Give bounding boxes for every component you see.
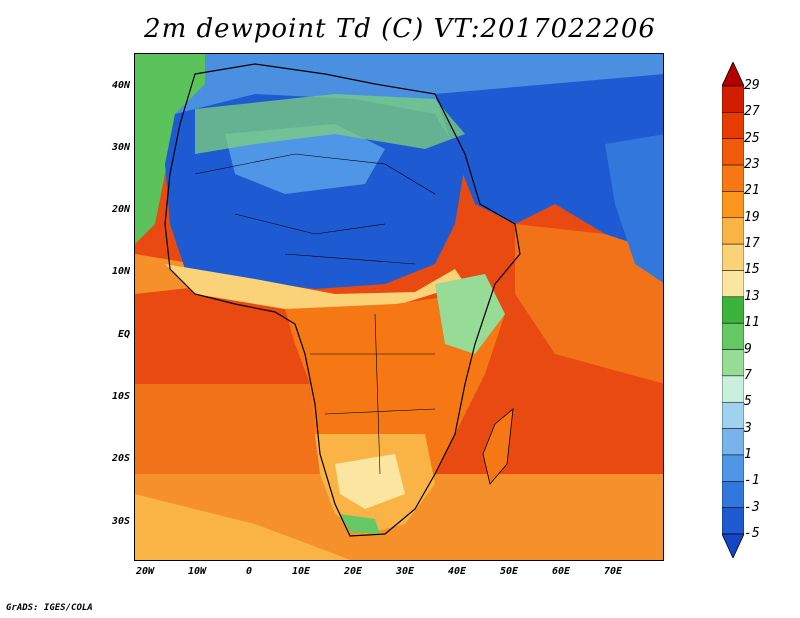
chart-title: 2m dewpoint Td (C) VT:2017022206 [144, 14, 656, 44]
colorbar-bin [722, 112, 744, 139]
kalahari-patch [335, 454, 405, 509]
madagascar [482, 408, 514, 485]
colorbar-bin [722, 481, 744, 508]
dewpoint-map [135, 54, 663, 560]
lat-tick-eq: EQ [117, 329, 130, 340]
colorbar-label: 11 [744, 315, 760, 331]
colorbar-bin [722, 164, 744, 192]
colorbar-bin [722, 85, 744, 113]
lon-tick-10e: 10E [291, 566, 311, 577]
colorbar-label: 15 [744, 262, 760, 278]
footer-credit: GrADS: IGES/COLA [6, 603, 93, 613]
colorbar-label: 19 [744, 209, 760, 225]
colorbar-label: -1 [744, 473, 760, 489]
lon-tick-30e: 30E [395, 566, 415, 577]
india [605, 134, 663, 283]
colorbar-bin [722, 401, 744, 429]
colorbar-label: -5 [744, 526, 760, 541]
lon-tick-70e: 70E [603, 566, 623, 577]
colorbar-bin [722, 191, 744, 219]
lat-tick-20s: 20S [111, 453, 130, 464]
lat-tick-10s: 10S [111, 391, 130, 402]
colorbar-bin [722, 270, 744, 298]
lon-tick-10w: 10W [187, 566, 207, 577]
colorbar-label: -3 [744, 499, 760, 515]
lat-tick-20n: 20N [111, 204, 130, 215]
colorbar-label: 1 [744, 446, 752, 462]
lon-tick-60e: 60E [551, 566, 571, 577]
lon-tick-20e: 20E [343, 566, 363, 577]
lon-tick-50e: 50E [499, 566, 519, 577]
colorbar-bin [722, 322, 744, 350]
colorbar-label: 13 [744, 288, 760, 304]
western-green-coast [135, 54, 205, 244]
colorbar-bin [722, 454, 744, 482]
colorbar-bin [722, 507, 744, 535]
colorbar-bin [722, 243, 744, 271]
colorbar-label: 25 [744, 130, 760, 146]
colorbar-bin [722, 375, 744, 403]
colorbar-label: 23 [744, 157, 760, 173]
lat-tick-10n: 10N [111, 266, 130, 277]
colorbar-label: 9 [744, 341, 752, 357]
lon-tick-20w: 20W [135, 566, 155, 577]
south-africa-green [340, 514, 380, 534]
east-africa-highlands [435, 274, 505, 354]
colorbar-bin [722, 217, 744, 245]
north-green-band [195, 94, 465, 154]
colorbar-bin [722, 296, 744, 324]
colorbar-label: 5 [744, 394, 752, 410]
arabian-sea [515, 224, 663, 384]
colorbar-label: 29 [744, 78, 760, 93]
sahel-band [165, 264, 465, 309]
colorbar-label: 21 [744, 183, 760, 199]
africa-coastline [164, 63, 521, 537]
colorbar-bottom-arrow [722, 533, 744, 558]
colorbar-label: 17 [744, 236, 760, 252]
lon-tick-40e: 40E [447, 566, 467, 577]
south-atlantic-cool-tongue [135, 494, 350, 560]
lat-tick-30n: 30N [111, 142, 130, 153]
colorbar-bin [722, 138, 744, 166]
middle-east-dry-zone [435, 74, 663, 254]
colorbar-label: 7 [744, 367, 752, 383]
colorbar-bin [722, 349, 744, 377]
colorbar-bin [722, 428, 744, 456]
lon-tick-0: 0 [245, 566, 253, 577]
country-borders [194, 153, 436, 475]
colorbar [722, 62, 744, 558]
lat-tick-40n: 40N [111, 80, 130, 91]
map-panel [134, 53, 664, 561]
colorbar-top-arrow [722, 62, 744, 87]
colorbar-label: 27 [744, 104, 760, 120]
colorbar-label: 3 [744, 420, 752, 436]
lat-tick-30s: 30S [111, 516, 130, 527]
